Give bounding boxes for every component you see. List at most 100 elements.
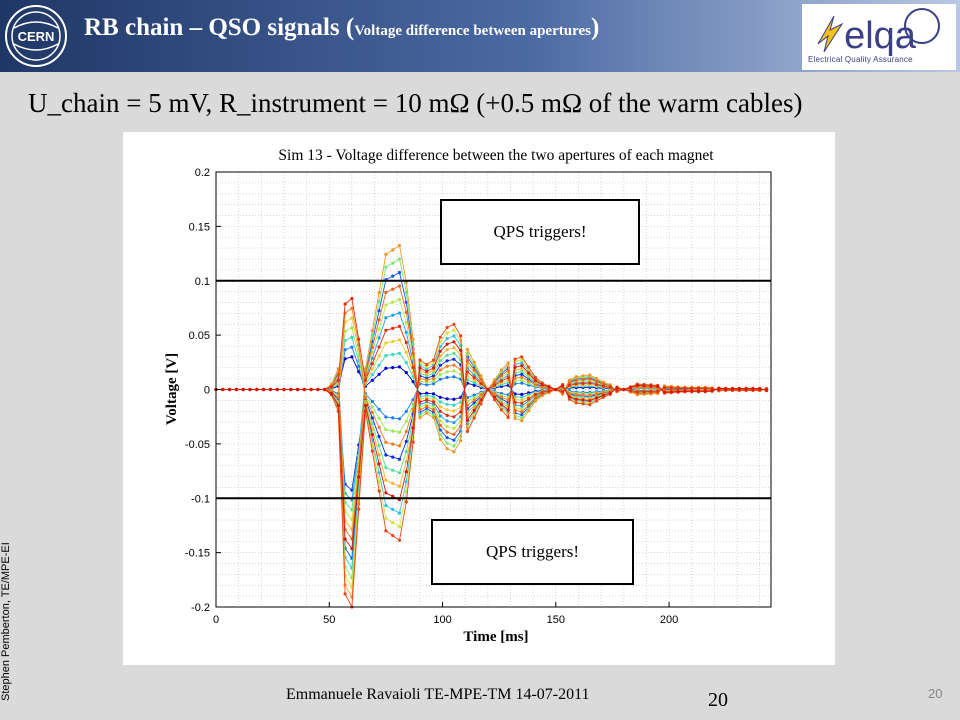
series-point <box>445 359 449 363</box>
series-point <box>431 392 436 396</box>
series-point <box>350 345 354 349</box>
series-point <box>275 387 279 392</box>
corner-page-number: 20 <box>928 686 943 701</box>
series-point <box>472 360 476 364</box>
series-point <box>425 393 429 398</box>
series-point <box>445 342 449 346</box>
series-point <box>384 290 388 294</box>
series-point <box>438 423 442 427</box>
series-point <box>581 393 585 397</box>
series-point <box>425 396 429 400</box>
series-point <box>370 329 374 333</box>
series-point <box>431 415 436 420</box>
series-point <box>391 468 395 472</box>
series-point <box>758 387 762 391</box>
series-point <box>323 387 327 392</box>
series-point <box>472 383 476 387</box>
x-tick-label: 100 <box>433 614 451 626</box>
series-point <box>493 383 497 387</box>
qps-trigger-callout-bottom: QPS triggers! <box>431 519 634 585</box>
series-point <box>452 346 456 350</box>
qps-trigger-callout-top: QPS triggers! <box>440 199 640 265</box>
series-point <box>343 302 347 306</box>
series-point <box>411 337 415 341</box>
series-point <box>431 374 436 378</box>
series-point <box>452 334 456 338</box>
series-point <box>465 370 469 374</box>
series-point <box>404 361 408 365</box>
series-point <box>370 410 374 415</box>
series-point <box>397 257 402 261</box>
series-point <box>425 374 429 378</box>
series-point <box>391 339 395 344</box>
series-point <box>438 377 442 381</box>
footer-text: Emmanuele Ravaioli TE-MPE-TM 14-07-2011 <box>286 686 590 703</box>
series-point <box>588 381 592 385</box>
series-point <box>567 391 571 395</box>
series-point <box>370 399 374 404</box>
series-point <box>581 374 585 378</box>
series-point <box>391 352 395 357</box>
series-point <box>533 375 537 379</box>
series-point <box>384 491 388 495</box>
x-tick-label: 0 <box>213 614 219 626</box>
series-point <box>302 387 306 392</box>
series-point <box>520 407 524 411</box>
series-point <box>452 357 456 361</box>
series-point <box>520 416 524 420</box>
x-tick-label: 150 <box>547 614 565 626</box>
series-point <box>703 389 707 393</box>
series-point <box>595 383 599 387</box>
series-point <box>533 399 537 403</box>
series-point <box>445 441 449 445</box>
series-point <box>418 358 422 362</box>
series-point <box>425 405 429 409</box>
series-point <box>384 366 388 370</box>
series-point <box>472 416 476 420</box>
series-point <box>472 376 476 380</box>
series-point <box>506 408 510 412</box>
series-point <box>696 389 701 393</box>
series-point <box>418 416 422 420</box>
series-point <box>404 340 408 345</box>
series-point <box>445 402 449 406</box>
series-point <box>384 440 388 444</box>
x-tick-label: 50 <box>323 614 335 626</box>
series-point <box>581 378 585 382</box>
series-point <box>540 383 544 387</box>
series-point <box>465 429 469 433</box>
series-point <box>384 504 388 508</box>
series-point <box>479 381 483 386</box>
series-point <box>683 386 687 391</box>
series-point <box>520 358 524 362</box>
series-20 <box>214 340 769 551</box>
series-point <box>343 348 347 352</box>
series-point <box>513 365 517 369</box>
series-point <box>384 516 388 520</box>
y-tick-label: -0.1 <box>191 493 210 505</box>
series-point <box>350 335 354 339</box>
series-point <box>520 410 524 414</box>
series-point <box>350 296 354 301</box>
series-point <box>397 417 402 421</box>
series-point <box>445 436 449 440</box>
series-point <box>629 385 633 390</box>
series-point <box>425 402 429 406</box>
series-point <box>397 444 402 448</box>
series-point <box>472 401 476 405</box>
series-point <box>234 387 238 392</box>
series-point <box>601 393 605 397</box>
y-tick-label: -0.2 <box>191 602 210 614</box>
series-point <box>493 395 497 399</box>
series-point <box>397 511 402 515</box>
series-point <box>452 375 456 379</box>
series-point <box>588 377 592 381</box>
series-point <box>357 364 361 368</box>
series-point <box>425 383 429 387</box>
series-point <box>431 400 436 404</box>
series-point <box>452 397 456 401</box>
series-point <box>268 387 272 392</box>
series-point <box>493 398 497 402</box>
series-point <box>499 402 503 406</box>
series-point <box>289 387 293 392</box>
